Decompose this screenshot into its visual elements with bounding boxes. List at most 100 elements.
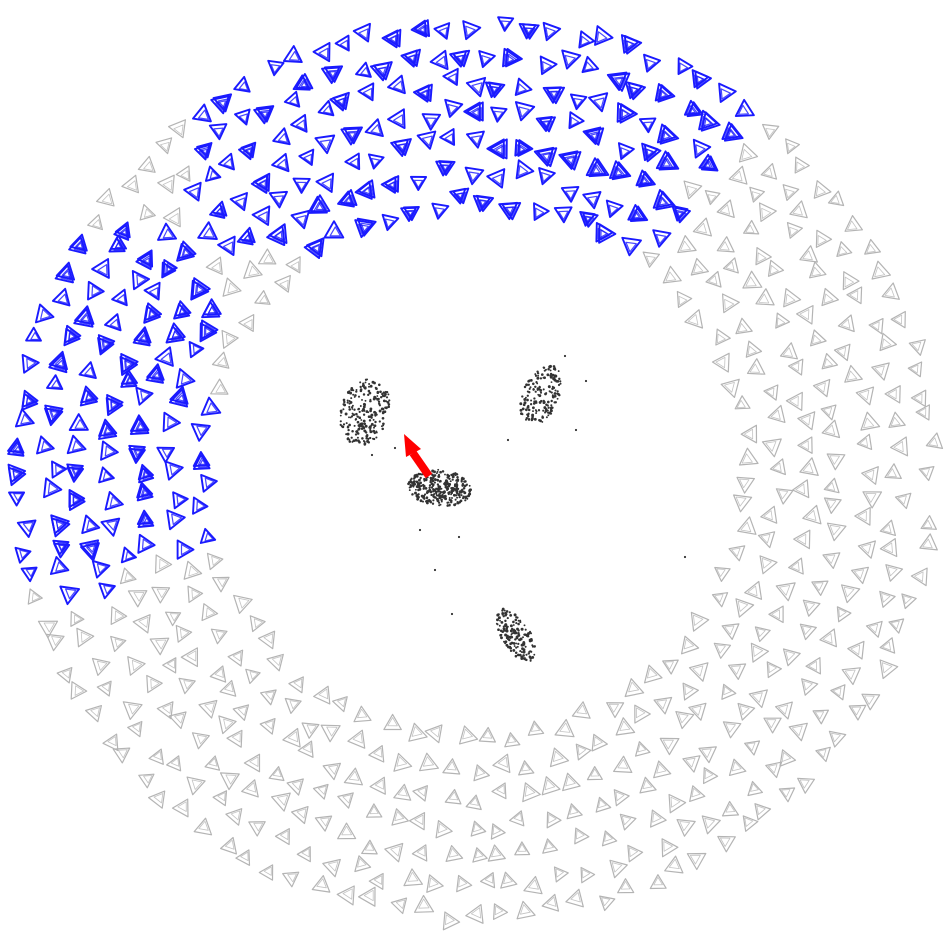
camera-frustum	[100, 440, 119, 461]
camera-frustum	[769, 458, 787, 476]
camera-frustum	[46, 374, 64, 390]
camera-frustum	[21, 353, 40, 374]
camera-frustum	[668, 793, 687, 814]
camera-frustum	[201, 603, 219, 622]
camera-frustum	[792, 479, 810, 499]
camera-frustum	[575, 743, 592, 761]
camera-frustum	[137, 155, 156, 173]
camera-frustum	[865, 620, 883, 638]
camera-frustum	[795, 305, 814, 325]
camera-frustum	[558, 150, 582, 171]
camera-frustum	[135, 386, 154, 406]
camera-frustum	[137, 533, 156, 554]
camera-frustum	[541, 893, 560, 912]
camera-frustum	[821, 419, 841, 439]
camera-frustum	[797, 411, 816, 431]
camera-frustum	[763, 384, 779, 401]
camera-frustum	[127, 656, 146, 676]
camera-frustum	[176, 240, 197, 262]
camera-frustum	[653, 696, 673, 715]
camera-frustum	[254, 290, 271, 305]
camera-frustum	[7, 437, 25, 457]
camera-frustum	[357, 82, 375, 102]
camera-frustum	[705, 270, 722, 288]
camera-frustum	[290, 113, 308, 133]
camera-frustum	[199, 527, 217, 544]
camera-frustum	[249, 615, 266, 633]
camera-frustum	[686, 852, 707, 871]
camera-frustum	[624, 678, 645, 698]
camera-frustum	[638, 117, 657, 134]
arrow-head	[404, 434, 421, 457]
point-cluster	[495, 607, 536, 662]
camera-frustum	[722, 257, 739, 274]
camera-frustum	[738, 143, 759, 163]
camera-frustum	[683, 99, 704, 118]
camera-frustum	[497, 16, 515, 32]
camera-frustum	[689, 785, 706, 803]
camera-frustum	[879, 637, 896, 654]
camera-frustum	[516, 900, 536, 920]
camera-frustum	[66, 463, 85, 483]
camera-frustum	[250, 172, 271, 194]
camera-frustum	[802, 599, 821, 617]
camera-frustum	[110, 606, 128, 626]
camera-frustum	[766, 661, 783, 679]
camera-frustum	[320, 724, 341, 743]
camera-frustum	[760, 505, 778, 524]
camera-frustum	[734, 98, 755, 118]
camera-frustum	[716, 199, 735, 218]
camera-frustum	[535, 115, 556, 133]
camera-frustum	[322, 762, 341, 781]
camera-frustum	[403, 868, 423, 887]
camera-frustum	[433, 22, 451, 40]
camera-frustum	[711, 352, 730, 373]
camera-frustum	[334, 34, 350, 52]
camera-frustum	[514, 77, 533, 96]
camera-frustum	[121, 174, 139, 194]
camera-frustum	[820, 404, 837, 421]
camera-frustum	[743, 740, 761, 756]
camera-frustum	[491, 782, 507, 800]
camera-frustum	[677, 57, 694, 76]
camera-frustum	[881, 282, 900, 300]
camera-frustum	[915, 404, 931, 421]
camera-frustum	[879, 537, 898, 558]
camera-frustum	[266, 653, 284, 672]
camera-frustum	[717, 835, 736, 853]
camera-frustum	[473, 764, 490, 782]
camera-frustum	[836, 241, 853, 257]
camera-frustum	[732, 494, 753, 513]
camera-frustum	[347, 729, 366, 749]
camera-frustum	[315, 172, 335, 193]
outlier-point	[457, 535, 461, 539]
camera-frustum	[718, 82, 737, 103]
camera-frustum	[621, 236, 642, 257]
camera-frustum	[20, 566, 38, 583]
camera-frustum	[354, 855, 372, 873]
camera-frustum	[145, 363, 165, 384]
camera-frustum	[908, 339, 926, 356]
camera-frustum	[139, 204, 156, 221]
camera-frustum	[259, 717, 276, 735]
camera-frustum	[439, 128, 456, 146]
camera-frustum	[565, 888, 584, 908]
camera-frustum	[619, 813, 637, 831]
camera-frustum	[768, 605, 784, 624]
camera-frustum	[533, 146, 558, 168]
camera-frustum	[879, 590, 896, 608]
camera-frustum	[76, 627, 95, 648]
camera-frustum	[704, 190, 721, 206]
camera-frustum	[296, 846, 311, 863]
camera-frustum	[192, 103, 212, 123]
camera-frustum	[836, 606, 852, 623]
camera-frustum	[245, 668, 261, 685]
camera-frustum	[217, 235, 236, 257]
camera-frustum	[78, 361, 97, 380]
camera-frustum	[111, 288, 128, 307]
camera-frustum	[750, 642, 770, 663]
camera-frustum	[233, 594, 253, 615]
camera-frustum	[175, 368, 196, 389]
camera-frustum	[212, 790, 228, 807]
camera-frustum	[165, 322, 186, 344]
